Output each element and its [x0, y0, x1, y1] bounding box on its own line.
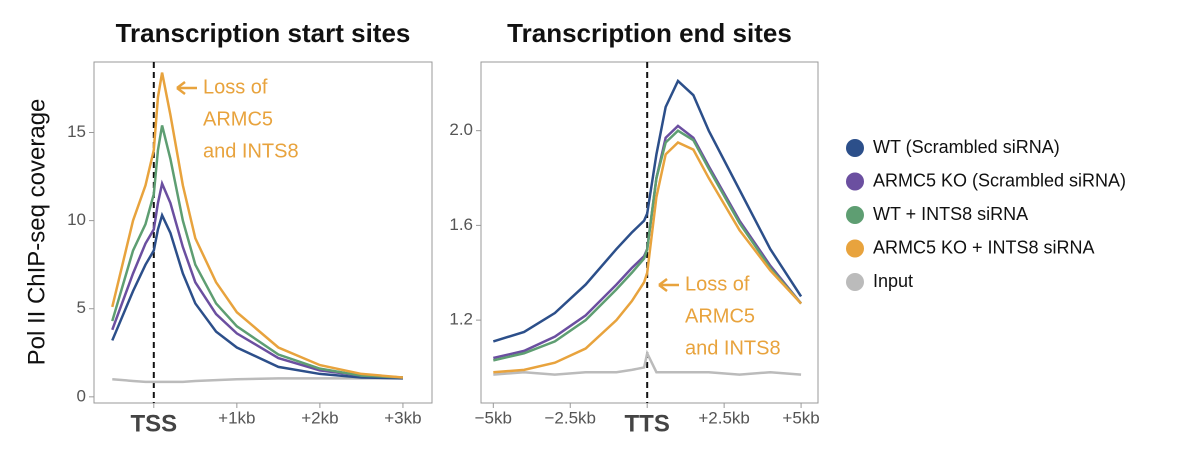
legend-swatch — [846, 139, 864, 157]
legend-label: WT + INTS8 siRNA — [873, 204, 1028, 224]
y-axis-label: Pol II ChIP-seq coverage — [23, 99, 50, 366]
annotation: Loss of — [685, 273, 750, 295]
legend-label: ARMC5 KO + INTS8 siRNA — [873, 237, 1095, 257]
series-line — [111, 125, 403, 379]
series-line — [111, 72, 404, 379]
plot-frame — [480, 61, 819, 404]
x-tick-label: TTS — [625, 410, 670, 437]
series-line — [493, 129, 803, 362]
legend-swatch — [846, 172, 864, 191]
annotation: Loss of — [203, 76, 268, 98]
y-tick-label: 1.2 — [449, 310, 473, 329]
y-tick-label: 2.0 — [449, 120, 473, 139]
series-line — [493, 349, 802, 376]
y-tick-label: 0 — [77, 386, 86, 405]
legend-swatch — [846, 273, 864, 291]
x-tick-label: +1kb — [218, 408, 255, 427]
y-tick-label: 10 — [67, 210, 86, 229]
legend-swatch — [846, 206, 864, 224]
annotation-arrow — [176, 81, 197, 95]
y-tick-label: 1.6 — [449, 215, 473, 234]
annotation: and INTS8 — [203, 140, 299, 162]
series-line — [112, 377, 403, 384]
series-line — [492, 78, 803, 343]
x-tick-label: +2kb — [301, 408, 338, 427]
legend-label: ARMC5 KO (Scrambled siRNA) — [873, 170, 1126, 190]
annotation: and INTS8 — [685, 337, 781, 359]
annotation-arrow — [658, 278, 679, 292]
annotation: ARMC5 — [203, 108, 273, 130]
x-tick-label: +3kb — [384, 408, 421, 427]
legend-label: WT (Scrambled siRNA) — [873, 137, 1060, 157]
series-line — [111, 211, 403, 380]
x-tick-label: TSS — [130, 410, 177, 437]
y-tick-label: 15 — [67, 122, 86, 141]
legend-swatch — [846, 239, 864, 258]
legend-label: Input — [873, 271, 913, 291]
series-line — [111, 179, 403, 379]
chart-title: Transcription end sites — [507, 18, 792, 48]
annotation: ARMC5 — [685, 305, 755, 327]
series-line — [493, 141, 802, 374]
x-tick-label: −2.5kb — [544, 408, 596, 427]
y-tick-label: 5 — [77, 298, 86, 317]
plot-frame — [93, 61, 433, 404]
chart-title: Transcription start sites — [116, 18, 411, 48]
x-tick-label: −5kb — [475, 408, 512, 427]
x-tick-label: +2.5kb — [698, 408, 750, 427]
x-tick-label: +5kb — [782, 408, 819, 427]
